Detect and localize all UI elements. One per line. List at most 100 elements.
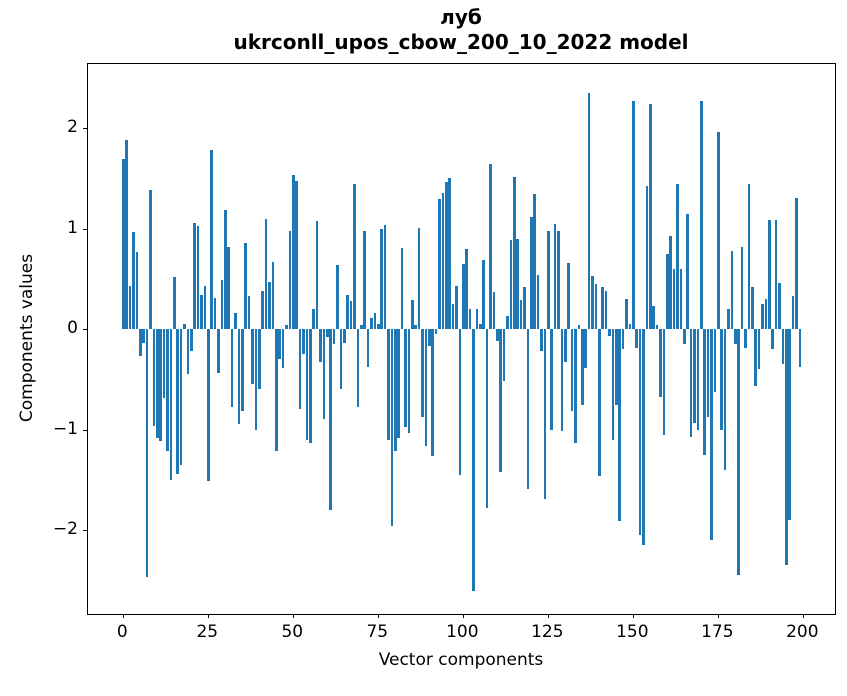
bar — [733, 329, 737, 345]
bar — [162, 329, 166, 399]
bar — [669, 235, 673, 329]
bar — [478, 323, 482, 329]
bar — [451, 303, 455, 329]
bar — [227, 246, 231, 329]
bar — [689, 329, 693, 437]
bar — [302, 329, 305, 355]
bar — [560, 329, 564, 431]
bar — [441, 193, 445, 329]
bar — [206, 329, 210, 481]
y-tick-mark — [83, 429, 87, 431]
x-tick-label: 100 — [446, 622, 479, 642]
chart-title: луб — [440, 5, 482, 29]
bar — [288, 230, 292, 329]
bar — [220, 279, 224, 329]
bar — [414, 324, 418, 329]
bar — [614, 329, 618, 406]
bar — [410, 299, 414, 329]
bar — [431, 329, 435, 456]
bar — [128, 285, 132, 329]
x-tick-label: 25 — [196, 622, 219, 642]
bar — [778, 282, 781, 329]
bar — [285, 324, 288, 329]
y-tick-mark — [83, 228, 87, 230]
bar — [298, 329, 302, 410]
bar — [176, 329, 180, 474]
x-tick-mark — [123, 614, 125, 618]
bar — [295, 181, 299, 329]
bar — [563, 329, 567, 363]
bar — [125, 140, 129, 329]
bar — [492, 291, 496, 329]
chart-subtitle: ukrconll_upos_cbow_200_10_2022 model — [233, 30, 689, 54]
bar — [706, 329, 710, 418]
bar — [536, 274, 540, 329]
bar — [373, 312, 377, 329]
bar — [502, 329, 506, 382]
bar — [332, 329, 336, 345]
x-axis-label: Vector components — [378, 650, 544, 670]
bar — [397, 329, 401, 438]
bar — [781, 329, 785, 365]
bar — [387, 329, 390, 440]
bar — [336, 264, 339, 329]
bar — [628, 323, 632, 329]
bar — [485, 329, 489, 508]
bar — [325, 329, 329, 338]
bar — [203, 285, 207, 329]
bar — [631, 100, 635, 329]
y-tick-label: 1 — [67, 217, 78, 238]
bar — [713, 329, 717, 393]
bar — [376, 323, 380, 329]
bar — [121, 159, 125, 329]
bar — [257, 329, 261, 390]
bar — [244, 242, 248, 329]
bar — [512, 177, 516, 329]
bar — [543, 329, 547, 499]
bar — [210, 150, 214, 329]
bar — [509, 239, 513, 329]
bar — [727, 308, 730, 329]
bar — [274, 329, 278, 451]
bar — [213, 297, 217, 329]
bar — [434, 329, 438, 335]
bar — [155, 329, 159, 438]
bar — [383, 225, 387, 329]
plot-area — [83, 63, 836, 618]
bar — [329, 329, 333, 510]
bar — [254, 329, 258, 430]
bar — [166, 329, 169, 451]
bar — [791, 295, 795, 329]
bar — [448, 178, 452, 329]
bar — [567, 262, 571, 329]
bar — [312, 308, 316, 329]
bar — [499, 329, 503, 472]
bar — [468, 308, 472, 329]
bar — [200, 294, 203, 329]
bar — [268, 281, 271, 329]
bar — [142, 329, 146, 344]
bar — [223, 210, 227, 329]
bar — [591, 275, 594, 329]
x-tick-mark — [718, 614, 720, 618]
bar — [291, 175, 295, 329]
bar — [237, 329, 241, 425]
bar — [594, 283, 598, 329]
bar — [356, 329, 360, 408]
bar — [580, 329, 584, 406]
bar — [353, 184, 356, 329]
bar — [740, 246, 744, 329]
bar — [540, 329, 543, 352]
bar — [380, 228, 384, 329]
bar — [251, 329, 254, 385]
x-tick-mark — [803, 614, 805, 618]
bar — [240, 329, 244, 412]
bar — [132, 231, 135, 329]
x-tick-mark — [548, 614, 550, 618]
bar — [621, 329, 625, 350]
bar — [482, 259, 486, 329]
bar — [523, 286, 526, 329]
bar — [189, 329, 193, 352]
bar — [672, 268, 676, 329]
bar — [308, 329, 312, 443]
